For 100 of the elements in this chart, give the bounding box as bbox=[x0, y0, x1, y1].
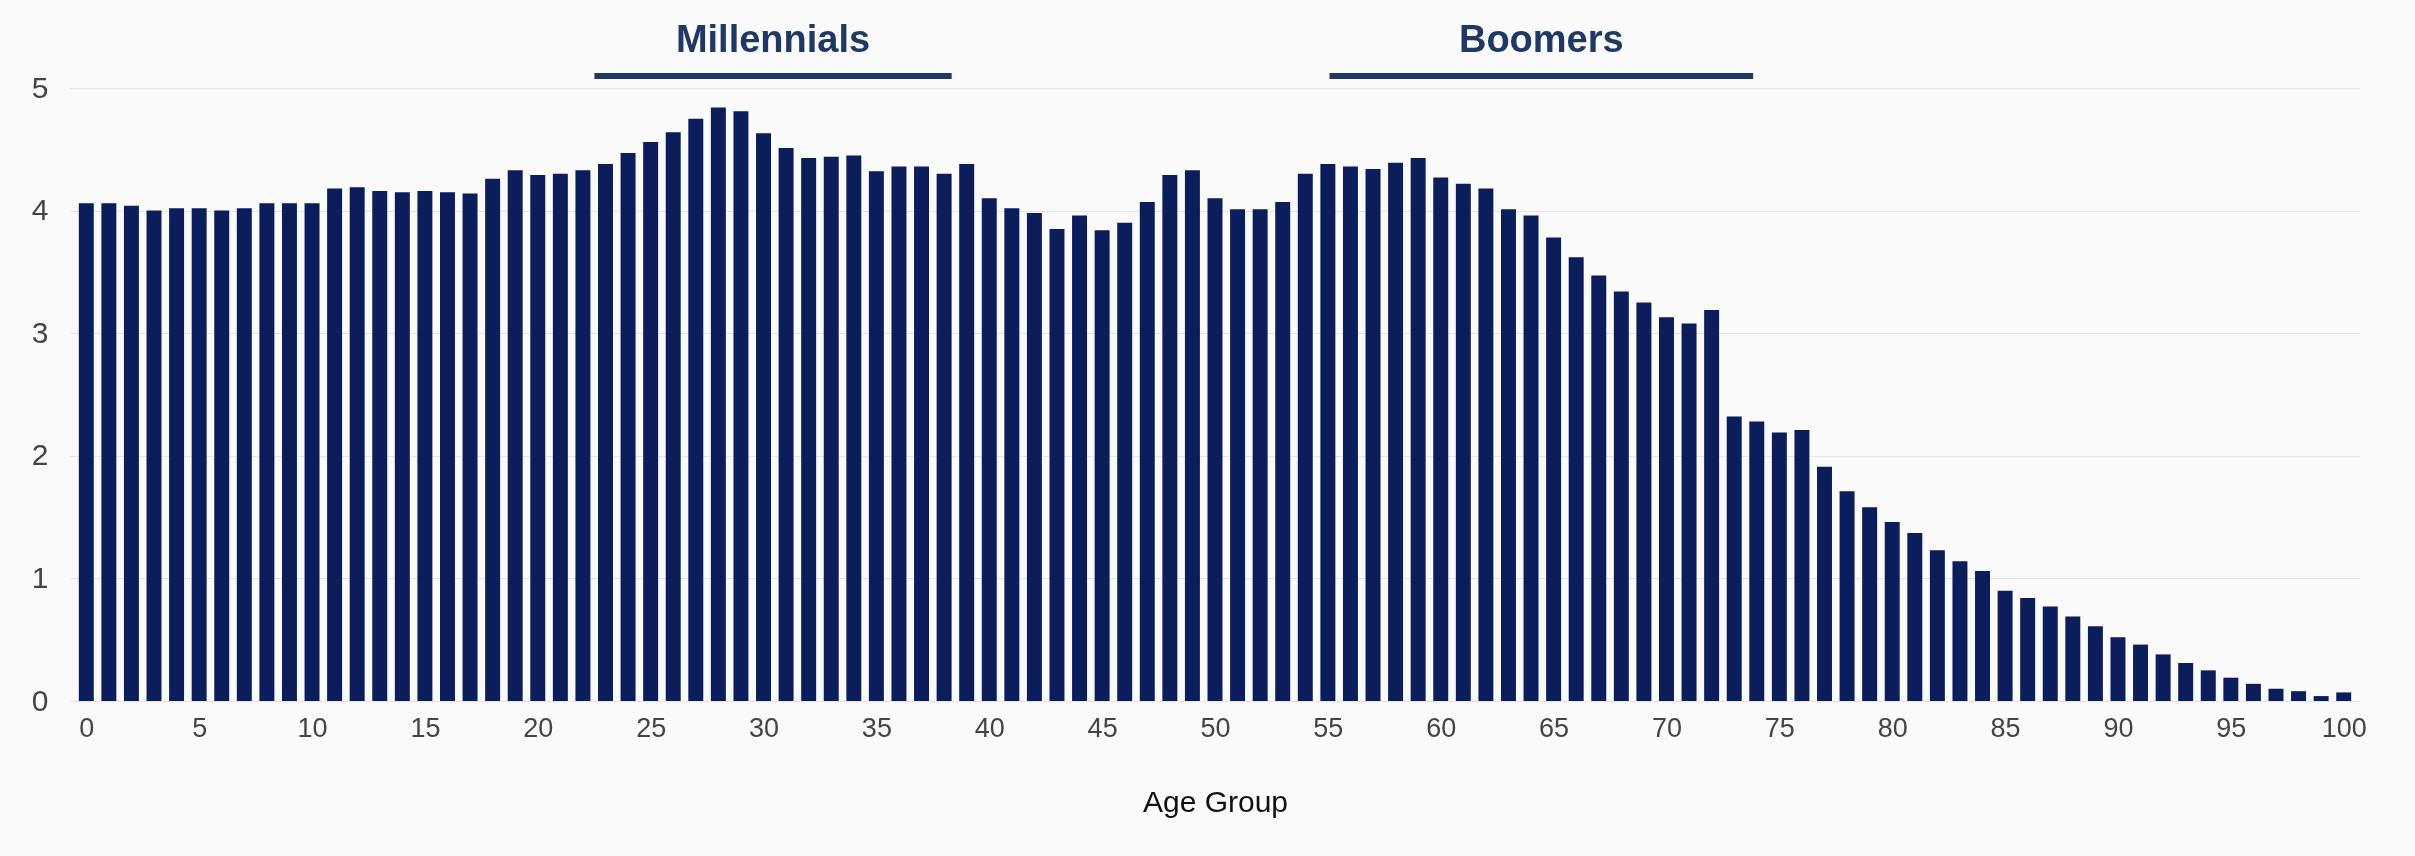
bar bbox=[1839, 491, 1855, 701]
bar bbox=[2223, 677, 2239, 701]
bar bbox=[372, 190, 388, 701]
text: Boomers bbox=[1458, 18, 1624, 60]
bar bbox=[1704, 309, 1720, 701]
bar bbox=[1297, 173, 1313, 701]
x-tick-label: 90 bbox=[2103, 712, 2134, 743]
bar bbox=[733, 111, 749, 701]
bar bbox=[1862, 507, 1878, 701]
y-tick-label: 2 bbox=[31, 438, 49, 472]
bar bbox=[417, 190, 433, 701]
bar bbox=[1817, 466, 1832, 701]
bar bbox=[530, 175, 546, 701]
bar bbox=[191, 208, 207, 701]
bar bbox=[462, 193, 478, 701]
x-tick-label: 100 bbox=[2321, 712, 2367, 743]
bar bbox=[1004, 208, 1020, 701]
bar bbox=[2087, 626, 2103, 701]
bar bbox=[1388, 162, 1404, 701]
bar bbox=[643, 141, 659, 701]
bar bbox=[665, 132, 681, 701]
bar bbox=[2042, 606, 2058, 701]
bar bbox=[1320, 164, 1336, 701]
bar bbox=[1659, 317, 1674, 701]
bar bbox=[169, 208, 185, 701]
x-tick-label: 95 bbox=[2216, 712, 2247, 743]
bar bbox=[1884, 522, 1900, 701]
bar bbox=[2336, 692, 2352, 701]
bar bbox=[1568, 257, 1584, 701]
x-tick-label: 20 bbox=[523, 712, 554, 743]
bar bbox=[327, 188, 343, 701]
bar bbox=[778, 148, 794, 701]
bar bbox=[936, 173, 952, 701]
x-tick-label: 60 bbox=[1426, 712, 1457, 743]
bar bbox=[1500, 209, 1516, 701]
bar bbox=[1523, 215, 1539, 701]
bar bbox=[1162, 175, 1178, 701]
bar bbox=[1975, 571, 1991, 701]
bar bbox=[1275, 202, 1291, 701]
bar bbox=[1094, 230, 1110, 701]
bar bbox=[1952, 561, 1968, 701]
bar bbox=[304, 203, 320, 701]
x-tick-label: 80 bbox=[1877, 712, 1908, 743]
bar bbox=[846, 155, 862, 701]
x-axis-title: Age Group bbox=[1142, 784, 1289, 818]
bar bbox=[1433, 177, 1449, 701]
x-tick-label: 75 bbox=[1764, 712, 1795, 743]
bar bbox=[1207, 198, 1223, 701]
bar bbox=[1049, 228, 1065, 701]
bar bbox=[1072, 215, 1088, 701]
x-tick-label: 10 bbox=[297, 712, 328, 743]
x-tick-label: 70 bbox=[1651, 712, 1683, 743]
bar bbox=[2020, 598, 2036, 701]
bar bbox=[914, 166, 930, 701]
bar bbox=[1365, 168, 1381, 701]
bar bbox=[756, 133, 771, 701]
bar bbox=[146, 210, 162, 701]
bar bbox=[1026, 213, 1042, 701]
bar bbox=[2110, 637, 2126, 701]
bar bbox=[552, 173, 568, 701]
x-tick-label: 5 bbox=[192, 712, 208, 743]
bar bbox=[1613, 291, 1629, 701]
bar bbox=[1342, 166, 1358, 701]
bar bbox=[620, 152, 636, 701]
y-tick-label: 4 bbox=[31, 193, 49, 227]
bar bbox=[2268, 688, 2284, 701]
bar bbox=[2155, 654, 2171, 701]
bar bbox=[1546, 237, 1562, 701]
bar bbox=[1117, 222, 1133, 701]
bar bbox=[1794, 430, 1810, 701]
x-tick-label: 0 bbox=[79, 712, 95, 743]
bar bbox=[2291, 691, 2307, 701]
x-tick-label: 55 bbox=[1313, 712, 1344, 743]
x-tick-label: 40 bbox=[974, 712, 1005, 743]
bar bbox=[1478, 188, 1494, 701]
y-tick-label: 5 bbox=[31, 70, 49, 104]
x-tick-label: 50 bbox=[1200, 712, 1231, 743]
x-tick-label: 30 bbox=[748, 712, 780, 743]
bar bbox=[891, 166, 907, 701]
bar bbox=[2200, 670, 2216, 701]
y-tick-label: 1 bbox=[31, 560, 49, 594]
bar bbox=[1907, 533, 1923, 701]
bar bbox=[823, 156, 839, 701]
bar bbox=[2133, 644, 2149, 701]
x-tick-label: 85 bbox=[1990, 712, 2021, 743]
y-tick-label: 3 bbox=[31, 315, 49, 349]
bar bbox=[981, 198, 997, 701]
bar bbox=[349, 187, 365, 701]
bar bbox=[1997, 590, 2013, 701]
bar bbox=[1230, 209, 1246, 701]
bar bbox=[959, 164, 975, 701]
bar bbox=[394, 192, 410, 701]
x-tick-label: 35 bbox=[861, 712, 892, 743]
bar bbox=[688, 118, 704, 701]
text: Millennials bbox=[675, 18, 871, 60]
bar bbox=[485, 178, 501, 701]
bar bbox=[1681, 323, 1697, 701]
bar bbox=[1252, 209, 1268, 701]
bar bbox=[439, 192, 455, 701]
bar bbox=[1455, 183, 1471, 701]
